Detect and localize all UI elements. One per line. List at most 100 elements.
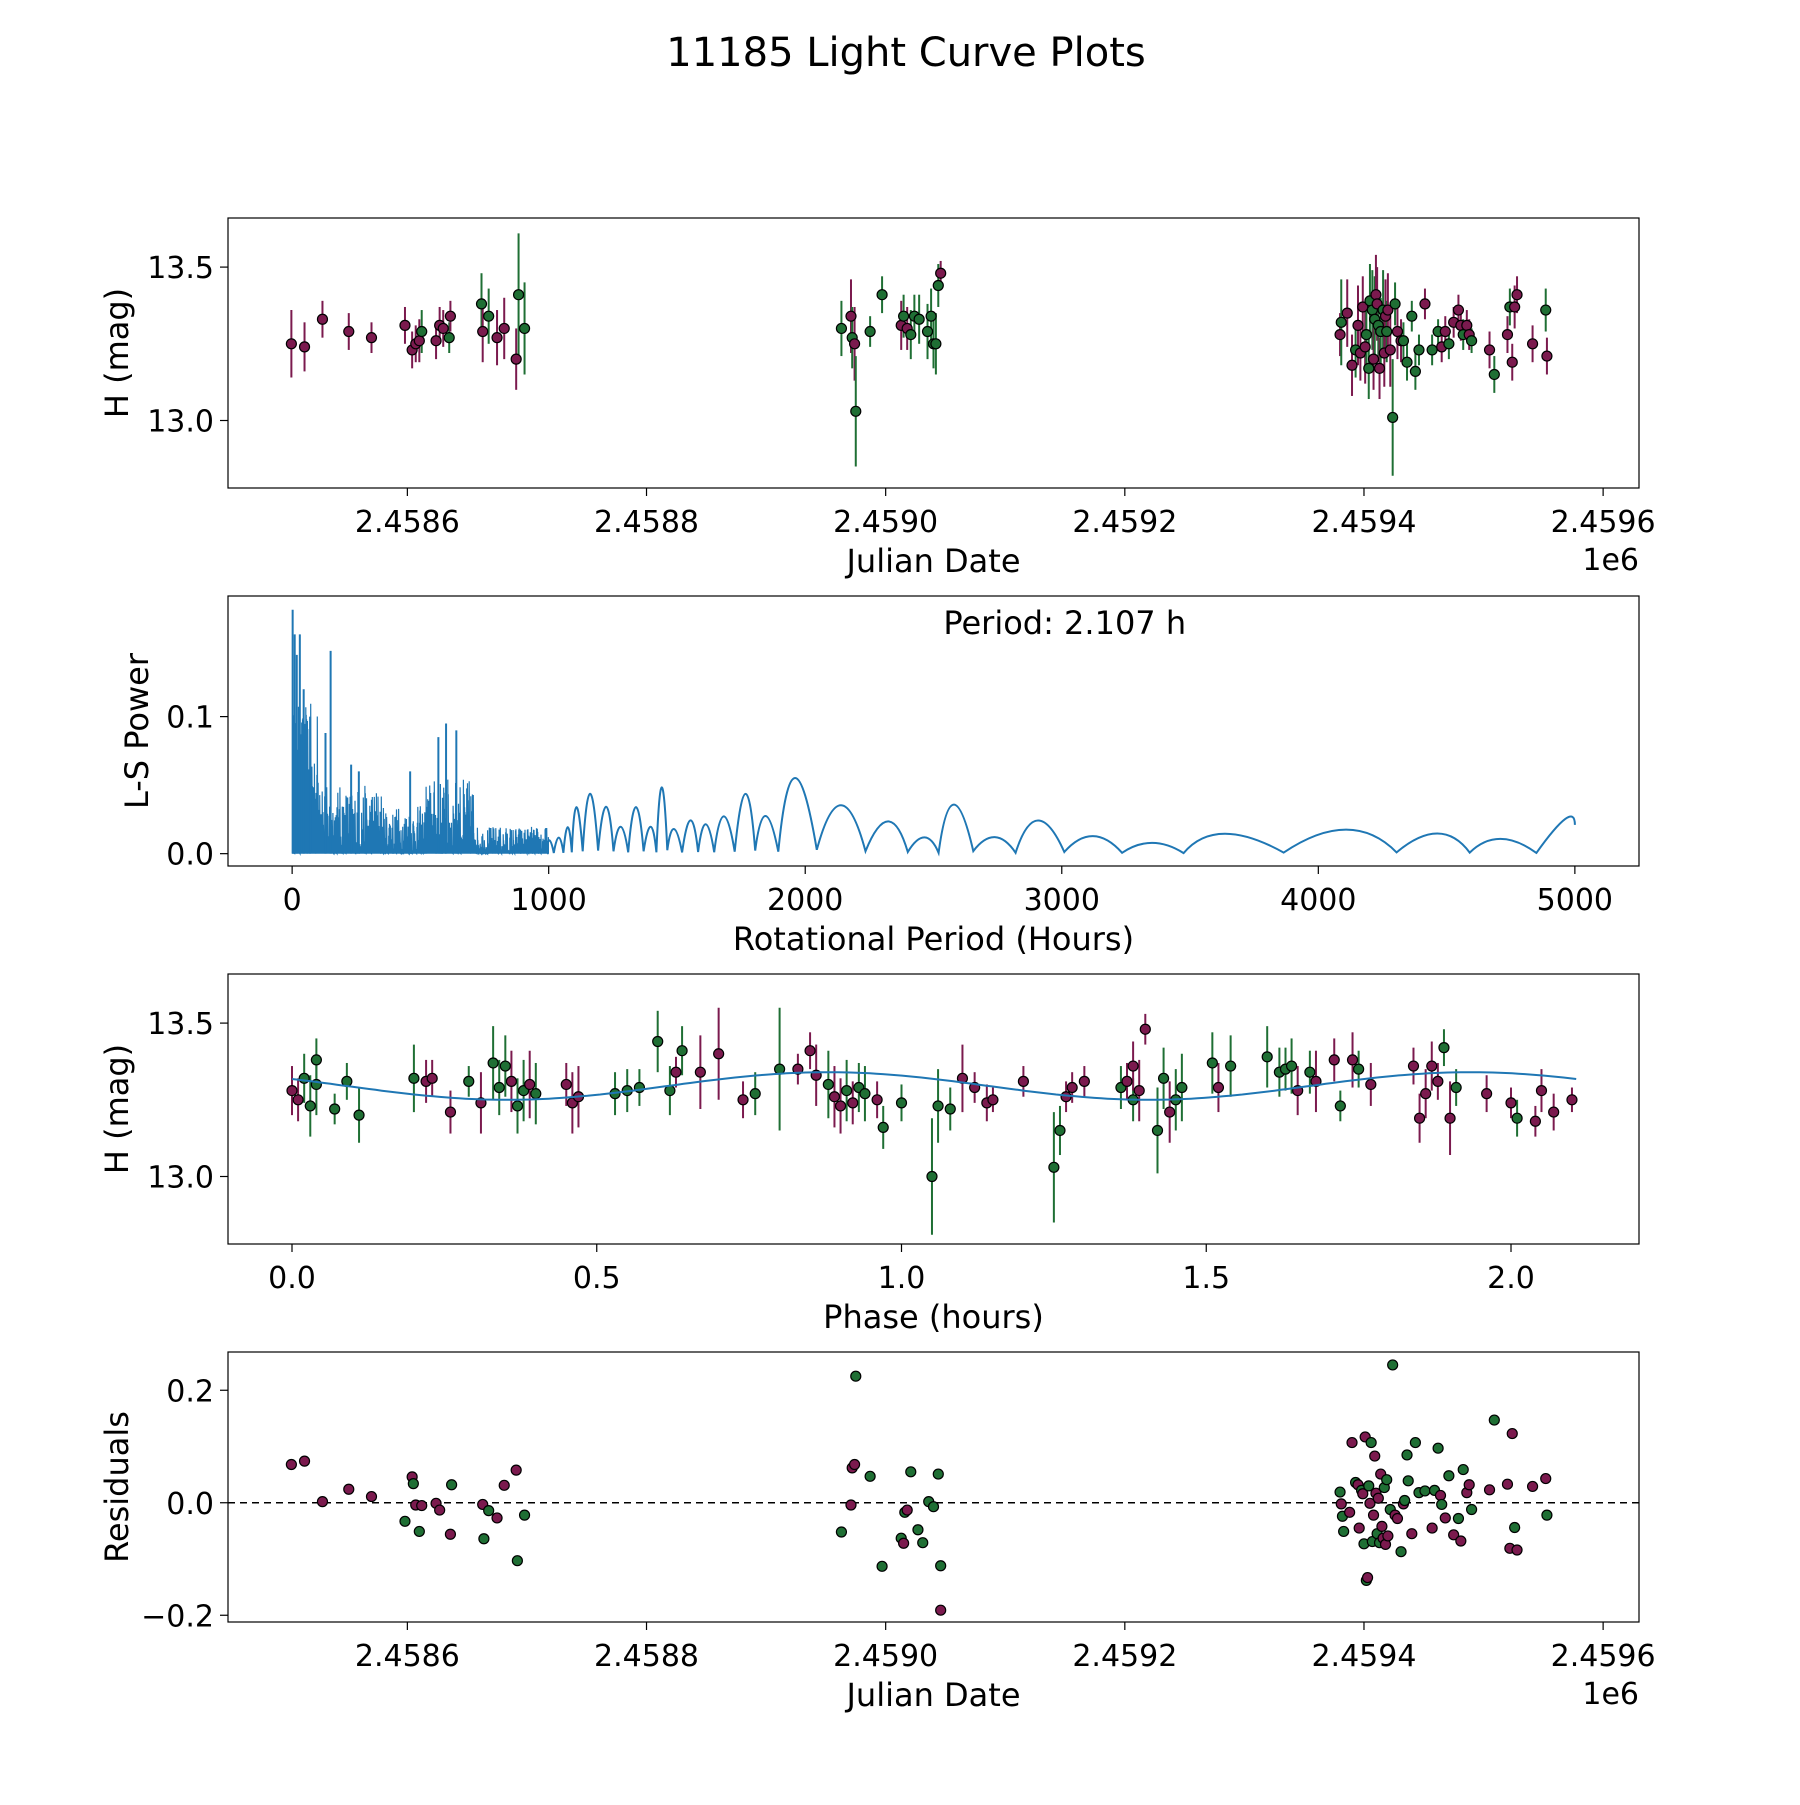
data-point — [1501, 328, 1514, 341]
x-tick-label: 2.4592 — [1072, 1639, 1177, 1674]
data-point — [498, 322, 510, 335]
data-point — [493, 1081, 505, 1094]
residual-point — [434, 1504, 446, 1516]
x-tick-label: 5000 — [1537, 883, 1613, 918]
data-point — [1346, 359, 1358, 371]
data-point — [1352, 319, 1364, 331]
data-point — [1360, 328, 1372, 341]
data-point — [1363, 362, 1375, 374]
y-tick-label: 0.1 — [166, 701, 214, 736]
data-point — [1409, 365, 1421, 378]
residual-point — [845, 1499, 857, 1511]
data-point — [1511, 289, 1523, 301]
data-point — [935, 267, 947, 279]
x-axis-label: Julian Date — [844, 1676, 1020, 1714]
data-point — [694, 1066, 706, 1078]
phase-fold-panel: 0.0 0.5 1.0 1.5 2.0 13.0 13.5 Phase (hours) H (m… — [98, 973, 1640, 1336]
residual-point — [407, 1478, 419, 1490]
data-point — [1461, 319, 1473, 331]
data-point — [848, 338, 861, 350]
residual-point — [1357, 1488, 1369, 1500]
residual-point — [1334, 1486, 1346, 1498]
residual-point — [1399, 1494, 1411, 1507]
data-point — [1285, 1060, 1298, 1072]
data-point — [285, 338, 297, 350]
x-tick-label: 2.4596 — [1551, 1639, 1656, 1674]
data-point — [444, 1106, 457, 1118]
residual-point — [901, 1504, 913, 1516]
x-tick-label: 2.4594 — [1311, 1639, 1416, 1674]
x-tick-label: 1.0 — [878, 1261, 926, 1296]
data-point — [511, 1100, 524, 1112]
data-point — [1066, 1081, 1078, 1094]
residual-point — [298, 1455, 311, 1467]
residual-point — [1376, 1520, 1388, 1532]
residual-point — [1391, 1512, 1404, 1525]
y-axis-label: Residuals — [98, 1411, 136, 1563]
data-point — [443, 332, 455, 344]
residual-point — [876, 1560, 888, 1572]
data-point — [1509, 301, 1521, 313]
data-point — [426, 1072, 438, 1084]
axes-frame — [227, 217, 1640, 489]
data-point — [343, 325, 355, 338]
data-point — [1465, 335, 1478, 347]
residual-point — [413, 1525, 425, 1538]
data-point — [932, 279, 944, 292]
data-point — [1420, 1088, 1432, 1100]
data-point — [1127, 1060, 1139, 1072]
data-point — [1382, 304, 1394, 316]
data-point — [329, 1103, 341, 1115]
residual-point — [1506, 1427, 1518, 1440]
data-point — [913, 313, 925, 325]
residual-point — [1367, 1509, 1380, 1521]
residual-point — [1346, 1436, 1358, 1449]
data-point — [737, 1094, 749, 1106]
residual-point — [1443, 1470, 1455, 1482]
residual-point — [1361, 1571, 1374, 1584]
data-point — [1529, 1115, 1541, 1127]
residual-point — [1452, 1512, 1465, 1525]
x-tick-label: 2.4586 — [355, 505, 460, 540]
data-point — [864, 325, 876, 338]
data-point — [841, 1084, 853, 1097]
data-point — [1432, 1075, 1444, 1087]
data-point — [845, 310, 857, 322]
data-point — [1541, 350, 1553, 362]
data-point — [921, 325, 934, 338]
data-point — [1176, 1081, 1188, 1094]
residual-point — [935, 1604, 947, 1616]
residual-point — [399, 1515, 411, 1527]
residual-point — [1448, 1529, 1460, 1541]
data-point — [1121, 1075, 1133, 1087]
y-tick-label: 13.0 — [147, 405, 214, 440]
axes-frame — [227, 595, 1640, 867]
residual-point — [1526, 1480, 1539, 1493]
residual-point — [932, 1468, 944, 1480]
data-point — [713, 1048, 725, 1060]
x-tick-label: 3000 — [1024, 883, 1100, 918]
x-tick-label: 2.4590 — [833, 1639, 938, 1674]
data-point — [1505, 1097, 1517, 1109]
data-point — [1328, 1054, 1340, 1066]
data-point — [524, 1078, 536, 1091]
data-point — [310, 1054, 322, 1066]
residual-point — [1439, 1512, 1451, 1524]
data-point — [560, 1078, 572, 1091]
data-point — [512, 289, 525, 301]
x-tick-label: 2.4586 — [355, 1639, 460, 1674]
data-point — [510, 353, 522, 365]
residual-point — [518, 1509, 531, 1521]
data-point — [1511, 1112, 1523, 1124]
data-point — [926, 1170, 938, 1183]
data-point — [353, 1109, 365, 1121]
residual-point — [483, 1505, 495, 1517]
x-axis-label: Rotational Period (Hours) — [733, 920, 1134, 958]
data-point — [499, 1060, 511, 1072]
residual-point — [1432, 1442, 1444, 1454]
data-point — [1426, 344, 1438, 356]
data-point — [898, 310, 910, 322]
residual-point — [917, 1537, 929, 1549]
data-point — [859, 1088, 871, 1100]
